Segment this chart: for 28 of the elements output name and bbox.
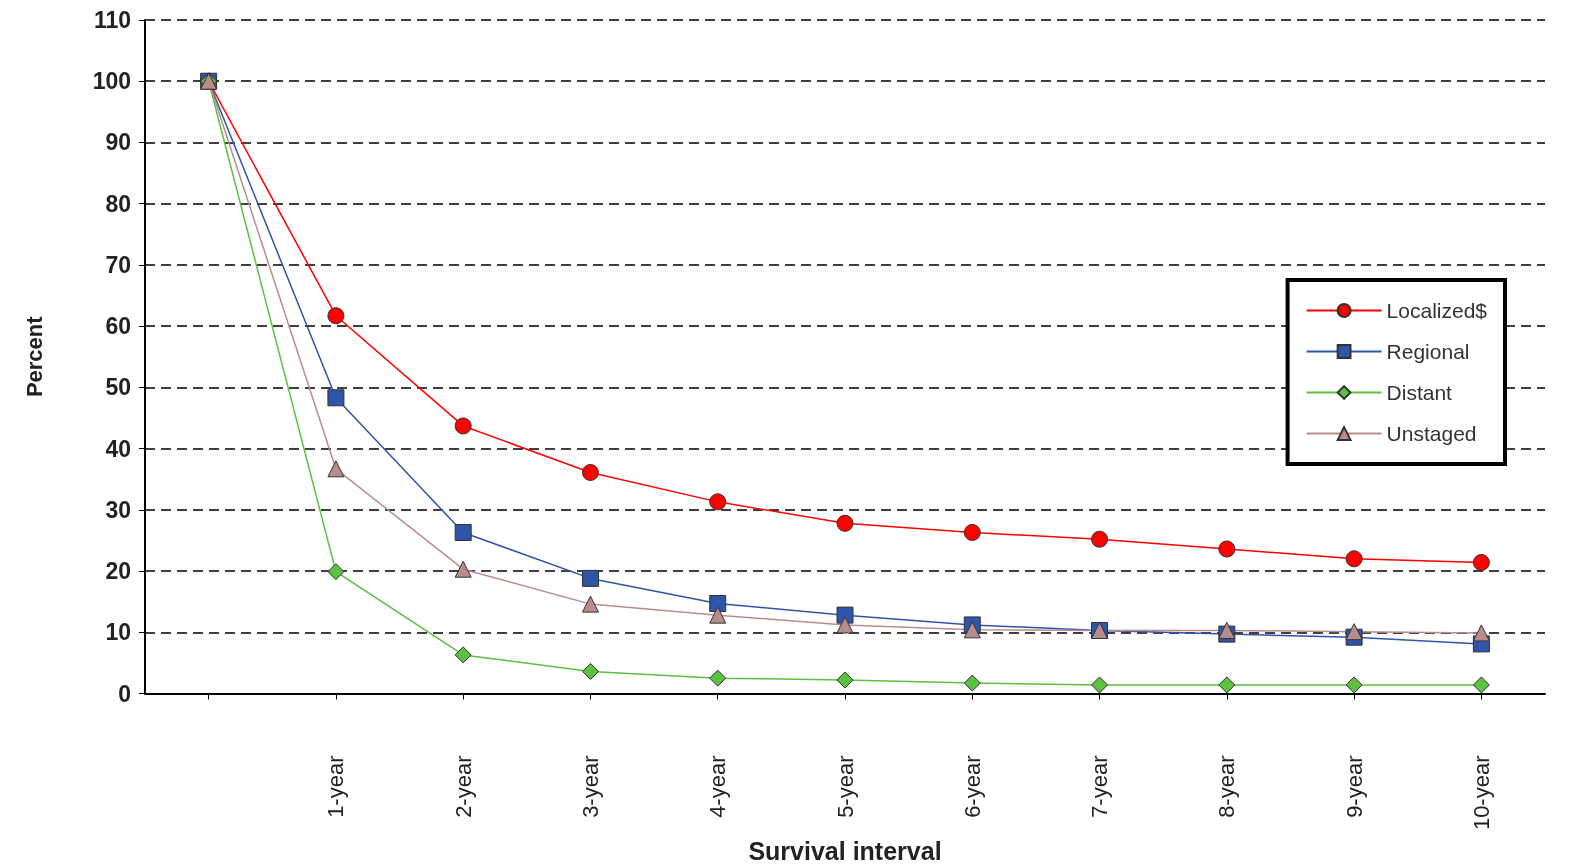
y-tick-label: 30: [105, 496, 131, 523]
y-tick-label: 0: [118, 680, 131, 707]
legend-label: Regional: [1386, 340, 1470, 363]
y-tick-label: 80: [105, 190, 131, 217]
x-tick-label: 8-year: [1214, 755, 1240, 818]
x-tick-label: 2-year: [450, 755, 476, 818]
y-tick-label: 90: [105, 129, 131, 156]
y-tick-label: 40: [105, 435, 131, 462]
x-tick-label: 4-year: [705, 755, 731, 818]
y-tick-label: 110: [93, 7, 131, 33]
x-tick-label: 6-year: [959, 755, 985, 818]
legend-label: Localized$: [1386, 299, 1488, 322]
x-tick-label: 10-year: [1468, 755, 1494, 831]
x-axis-title: Survival interval: [748, 836, 942, 865]
y-axis-title: Percent: [21, 315, 47, 398]
x-tick-label: 9-year: [1341, 755, 1367, 818]
y-tick-label: 20: [105, 558, 131, 585]
y-tick-label: 60: [105, 313, 131, 340]
y-tick-label: 50: [105, 374, 131, 401]
y-tick-label: 10: [105, 619, 131, 646]
y-tick-label: 100: [92, 68, 131, 95]
legend-label: Distant: [1386, 381, 1453, 404]
x-tick-label: 1-year: [323, 755, 349, 818]
y-tick-label: 70: [105, 251, 131, 278]
x-tick-label: 3-year: [577, 755, 603, 818]
x-tick-label: 7-year: [1087, 755, 1113, 818]
legend-label: Unstaged: [1386, 422, 1477, 445]
x-tick-label: 5-year: [832, 755, 858, 818]
